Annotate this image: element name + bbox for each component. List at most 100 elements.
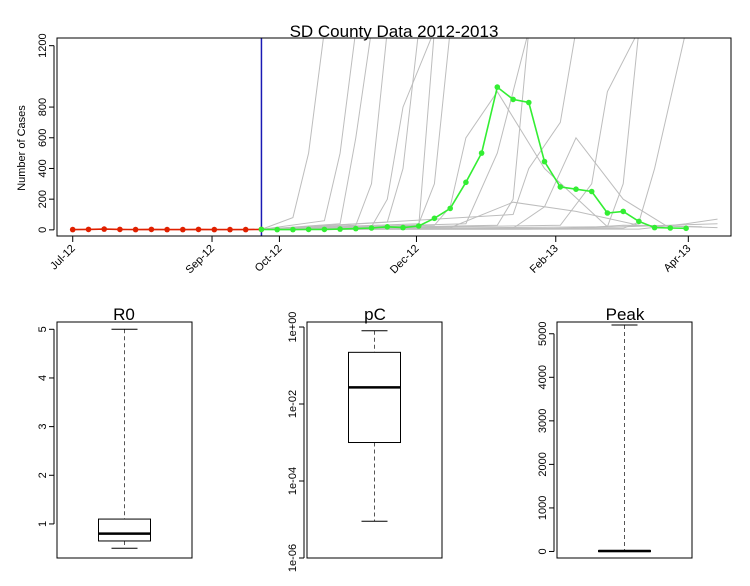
forecast-point <box>400 224 406 231</box>
boxplot-r0: 1 2 3 4 5 <box>37 321 193 559</box>
forecast-point <box>557 184 564 190</box>
boxplot-pc: 1e-06 1e-04 1e-02 1e+00 <box>287 312 443 572</box>
forecast-point <box>636 218 642 225</box>
observed-point <box>227 226 233 233</box>
x-tick-label: Jul-12 <box>48 243 78 273</box>
box-frame <box>306 321 443 559</box>
r0-title: R0 <box>113 305 135 324</box>
simulation-line <box>261 38 528 230</box>
y-tick-label: 800 <box>37 98 49 116</box>
forecast-point <box>667 225 674 231</box>
box-y-tick-label: 1000 <box>537 496 549 520</box>
observed-point <box>117 226 123 233</box>
box-iqr <box>98 518 151 542</box>
observed-point <box>69 226 76 233</box>
forecast-point <box>573 186 579 192</box>
simulation-line <box>261 38 529 230</box>
simulation-line <box>261 38 371 230</box>
box-frame <box>556 321 693 559</box>
observed-point <box>180 226 186 233</box>
box-y-tick-label: 1 <box>37 521 49 527</box>
forecast-point <box>321 226 328 233</box>
forecast-point <box>526 99 532 106</box>
y-axis-label: Number of Cases <box>16 105 28 191</box>
forecast-point <box>384 224 391 230</box>
simulation-line <box>261 38 432 230</box>
box-y-tick-label: 4000 <box>537 365 549 389</box>
observed-point <box>85 226 92 233</box>
forecast-point <box>651 224 658 231</box>
peak-title: Peak <box>606 305 645 324</box>
box-frame <box>56 321 193 559</box>
box-y-tick-label: 2 <box>37 472 49 478</box>
observed-point <box>242 226 249 233</box>
observed-point <box>101 226 107 232</box>
x-tick-label: Feb-13 <box>528 243 561 276</box>
y-tick-label: 1200 <box>37 33 49 57</box>
forecast-point <box>353 225 359 232</box>
box-y-tick-label: 2000 <box>537 452 549 476</box>
box-y-tick-label: 1e-02 <box>287 390 299 418</box>
observed-point <box>195 226 202 233</box>
forecast-point <box>510 96 516 103</box>
y-tick-label: 0 <box>37 227 49 233</box>
observed-point <box>164 226 170 233</box>
forecast-point <box>541 158 548 165</box>
observed-series <box>69 226 265 233</box>
forecast-point <box>415 223 422 229</box>
simulation-line <box>261 38 388 230</box>
x-tick-label: Dec-12 <box>388 243 422 277</box>
forecast-series <box>258 84 689 233</box>
box-y-tick-label: 1e+00 <box>287 312 299 343</box>
forecast-point <box>431 215 438 222</box>
simulation-line <box>261 38 419 230</box>
box-y-tick-label: 0 <box>537 548 549 554</box>
forecast-point <box>494 84 501 90</box>
observed-point <box>132 226 139 233</box>
simulation-line <box>261 38 576 230</box>
box-y-tick-label: 5 <box>37 326 49 332</box>
forecast-point <box>588 188 595 195</box>
simulation-line <box>261 38 435 230</box>
boxplot-peak: 0 1000 2000 3000 4000 5000 <box>537 321 693 559</box>
observed-point <box>211 226 218 233</box>
forecast-point <box>683 225 689 232</box>
simulation-line <box>261 90 608 230</box>
plot-frame <box>56 37 732 237</box>
forecast-point <box>368 225 375 231</box>
simulation-line <box>261 38 324 230</box>
forecast-point <box>305 226 312 233</box>
forecast-point <box>447 205 454 212</box>
forecast-point <box>337 226 343 232</box>
forecast-point <box>290 226 296 233</box>
box-y-tick-label: 3 <box>37 424 49 430</box>
simulation-line <box>261 38 356 230</box>
y-tick-label: 400 <box>37 159 49 177</box>
box-iqr <box>348 351 401 444</box>
forecast-point <box>604 210 611 216</box>
simulation-line <box>261 38 639 230</box>
box-y-tick-label: 5000 <box>537 322 549 346</box>
pc-title: pC <box>364 305 386 324</box>
simulation-line <box>261 38 685 230</box>
box-y-tick-label: 1e-04 <box>287 467 299 495</box>
box-y-tick-label: 1e-06 <box>287 544 299 572</box>
box-y-tick-label: 4 <box>37 375 49 381</box>
x-tick-label: Oct-12 <box>253 243 285 275</box>
simulation-line <box>261 38 636 230</box>
forecast-point <box>258 226 265 233</box>
forecast-point <box>274 226 281 233</box>
y-tick-label: 600 <box>37 129 49 147</box>
forecast-point <box>620 208 626 215</box>
forecast-point <box>463 179 469 186</box>
forecast-point <box>478 150 485 156</box>
x-tick-label: Apr-13 <box>662 243 694 275</box>
forecast-line <box>261 85 687 231</box>
box-y-tick-label: 3000 <box>537 409 549 433</box>
y-tick-label: 200 <box>37 190 49 208</box>
simulation-lines <box>261 38 718 230</box>
x-tick-label: Sep-12 <box>184 243 218 277</box>
line-chart: 0 200 400 600 800 1200 Jul-12 Sep-12 Oct-12 Dec-1… <box>37 33 732 277</box>
observed-point <box>148 226 155 233</box>
